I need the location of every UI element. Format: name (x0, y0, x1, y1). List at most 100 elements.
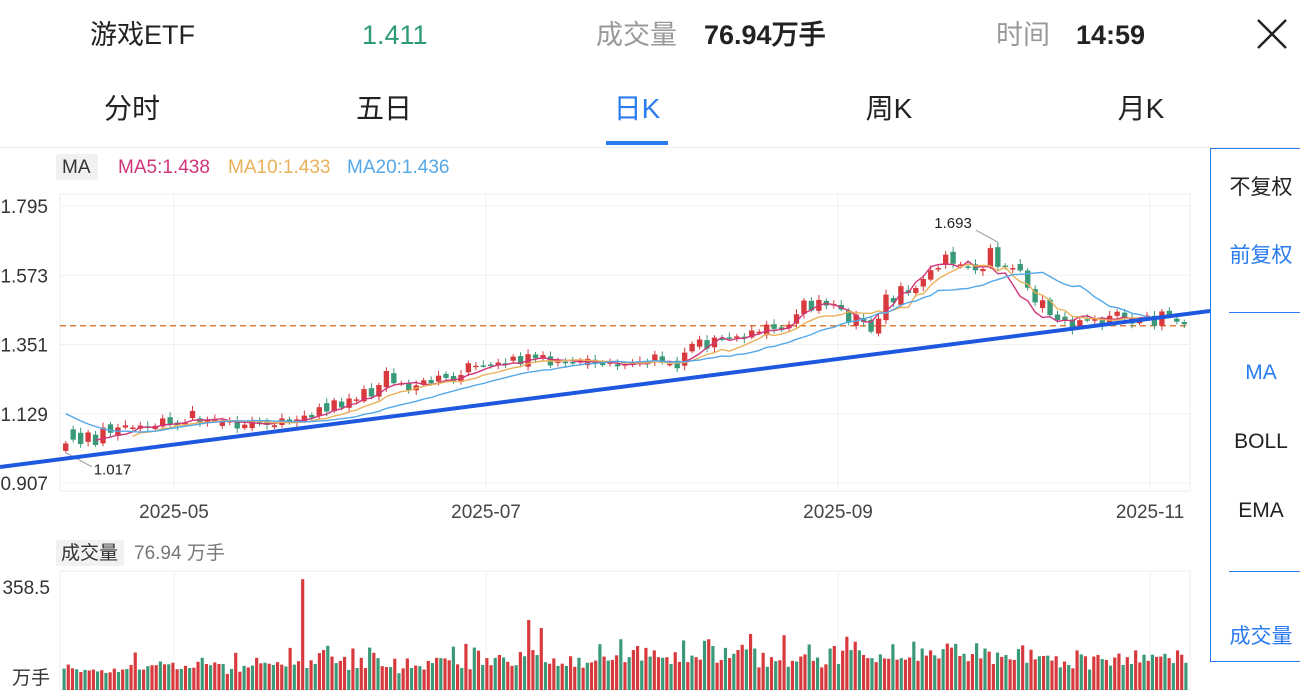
volume-bar (941, 649, 945, 690)
candle-body (122, 425, 129, 428)
candle-body (107, 424, 114, 433)
volume-bar (548, 663, 552, 690)
volume-bar (91, 669, 95, 690)
volume-bar (975, 643, 979, 690)
volume-bar (464, 643, 468, 690)
candle-body (353, 399, 360, 401)
y-tick-label: 1.573 (0, 266, 48, 287)
candle-body (406, 383, 412, 391)
no-adjust-option[interactable]: 不复权 (1229, 176, 1293, 199)
volume-bar (1100, 659, 1104, 690)
volume-bar (221, 663, 225, 690)
volume-bar (1117, 653, 1121, 690)
volume-bar (334, 663, 338, 690)
volume-bar (196, 661, 200, 690)
volume-bar (849, 650, 853, 690)
candle-body (338, 401, 345, 408)
volume-bar (1121, 664, 1125, 690)
volume-bar (305, 668, 309, 690)
tab-weekly-k[interactable]: 周K (865, 93, 913, 124)
volume-bar (648, 656, 652, 690)
volume-bar (690, 655, 694, 690)
volume-bar (418, 666, 422, 690)
ma-indicator-option[interactable]: MA (1245, 361, 1277, 384)
volume-bar (397, 673, 401, 690)
forward-adjust-option[interactable]: 前复权 (1229, 244, 1293, 267)
kline-chart-area: MA MA5:1.438 MA10:1.433 MA20:1.436 1.795 1.57… (0, 154, 1210, 691)
volume-bar (753, 648, 757, 690)
volume-bar (711, 646, 715, 690)
volume-bar (778, 660, 782, 690)
volume-bar (1171, 663, 1175, 690)
candle-body (749, 330, 755, 338)
volume-bar (1175, 650, 1180, 690)
volume-bar (225, 673, 229, 690)
ema-indicator-option[interactable]: EMA (1238, 499, 1284, 522)
volume-bar (179, 668, 183, 690)
tab-intraday[interactable]: 分时 (103, 93, 161, 124)
volume-bar (275, 662, 280, 690)
active-tab-indicator (606, 141, 668, 145)
volume-bar (1075, 650, 1079, 690)
current-price: 1.411 (362, 20, 428, 50)
candle-body (286, 419, 293, 421)
volume-bar (803, 654, 807, 690)
volume-bar (1062, 661, 1067, 690)
close-icon[interactable] (1255, 17, 1289, 51)
volume-bar (995, 652, 1000, 690)
volume-bar (259, 663, 263, 690)
volume-bar (673, 652, 677, 690)
volume-bar (715, 662, 719, 690)
legend-title: MA (62, 157, 91, 178)
candle-body (726, 337, 733, 339)
volume-bar (451, 646, 455, 690)
volume-bar (146, 666, 150, 690)
volume-bar (1134, 650, 1138, 690)
volume-bar (485, 658, 489, 690)
volume-bar (70, 668, 75, 690)
volume-bar (1159, 656, 1163, 690)
volume-bar (870, 658, 874, 690)
volume-bar (87, 670, 91, 690)
volume-bar (1016, 649, 1021, 690)
candle-body (197, 418, 203, 424)
volume-bar (1037, 656, 1041, 690)
volume-bar (665, 657, 669, 690)
candle-body (913, 288, 919, 294)
volume-bar (702, 640, 707, 690)
volume-bar (435, 657, 439, 690)
volume-bar (1150, 654, 1155, 690)
volume-bar (615, 655, 619, 690)
volume-bar (556, 665, 560, 690)
volume-bar (309, 660, 313, 690)
tab-five-day[interactable]: 五日 (355, 93, 413, 124)
ma20-line (65, 271, 1162, 433)
volume-bar (924, 655, 928, 690)
high-marker-line (975, 229, 999, 243)
volume-indicator-option[interactable]: 成交量 (1229, 625, 1293, 648)
volume-bar (631, 650, 635, 690)
candle-body (1054, 314, 1061, 321)
volume-bar (188, 668, 192, 690)
volume-bar (928, 650, 933, 690)
candle-body (271, 425, 278, 428)
volume-bar (200, 657, 204, 690)
volume-bar (322, 650, 326, 690)
boll-indicator-option[interactable]: BOLL (1234, 430, 1288, 453)
volume-bar (359, 657, 363, 690)
volume-bar (209, 665, 213, 690)
tab-monthly-k[interactable]: 月K (1117, 93, 1165, 124)
candle-body (532, 354, 539, 359)
candle-body (995, 247, 1001, 267)
volume-bar (1029, 649, 1033, 690)
tab-daily-k[interactable]: 日K (613, 93, 661, 124)
volume-label: 成交量 (596, 20, 677, 50)
volume-bar (640, 660, 644, 690)
volume-bar (514, 665, 518, 690)
volume-bar (158, 661, 162, 690)
volume-bar (355, 668, 359, 690)
volume-bar (832, 646, 836, 690)
volume-bar (66, 664, 70, 690)
candle-body (242, 424, 248, 429)
volume-bar (698, 659, 702, 690)
